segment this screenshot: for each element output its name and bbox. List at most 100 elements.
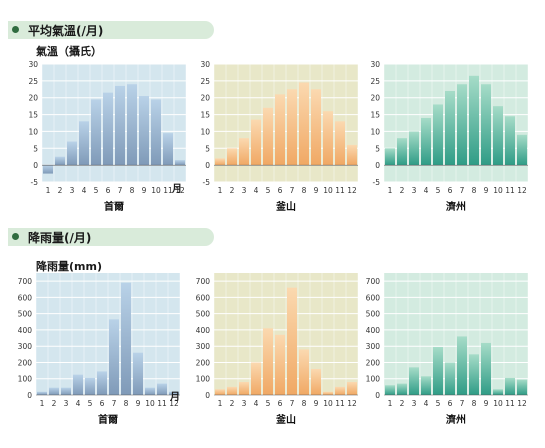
x-tick-label: 4 xyxy=(254,399,259,408)
x-tick-label: 3 xyxy=(242,399,247,408)
bar xyxy=(103,92,113,166)
y-tick-label: 100 xyxy=(196,375,211,384)
y-tick-label: 600 xyxy=(366,293,381,302)
bar xyxy=(323,111,333,166)
x-tick-label: 7 xyxy=(460,186,465,195)
x-tick-label: 10 xyxy=(151,186,161,195)
bar xyxy=(97,371,107,395)
x-tick-label: 12 xyxy=(347,186,357,195)
bar xyxy=(79,121,89,166)
bar xyxy=(421,117,431,166)
bar xyxy=(227,148,237,166)
x-tick-label: 9 xyxy=(484,399,489,408)
bar xyxy=(251,119,261,166)
bar xyxy=(287,89,297,166)
bar xyxy=(517,379,527,395)
x-tick-label: 2 xyxy=(52,399,57,408)
x-tick-label: 11 xyxy=(505,399,515,408)
bar xyxy=(445,90,455,166)
bar xyxy=(91,99,101,166)
y-tick-label: 500 xyxy=(18,310,33,319)
x-tick-label: 5 xyxy=(94,186,99,195)
city-label: 濟州 xyxy=(446,200,466,213)
precipitation-section-header: 降雨量(/月) xyxy=(8,228,214,246)
bar xyxy=(311,368,321,395)
bar xyxy=(517,134,527,166)
y-tick-label: 0 xyxy=(205,391,210,400)
x-tick-label: 9 xyxy=(314,399,319,408)
x-tick-label: 3 xyxy=(70,186,75,195)
bar xyxy=(457,336,467,395)
bar xyxy=(385,385,395,395)
x-tick-label: 2 xyxy=(230,399,235,408)
bar xyxy=(481,342,491,395)
y-tick-label: 400 xyxy=(18,326,33,335)
bar xyxy=(151,99,161,166)
x-tick-label: 5 xyxy=(436,186,441,195)
bar xyxy=(311,89,321,166)
x-tick-label: 2 xyxy=(400,186,405,195)
bar xyxy=(335,121,345,166)
bar xyxy=(215,389,225,395)
precipitation-section-title: 降雨量(/月) xyxy=(28,231,92,245)
x-tick-label: 6 xyxy=(278,186,283,195)
x-tick-label: 8 xyxy=(472,399,477,408)
x-tick-label: 1 xyxy=(218,399,223,408)
bar xyxy=(67,141,77,166)
bar xyxy=(239,138,249,166)
x-tick-label: 10 xyxy=(145,399,155,408)
city-label: 釜山 xyxy=(275,200,296,213)
bar xyxy=(73,374,83,395)
x-tick-label: 12 xyxy=(347,399,357,408)
bar xyxy=(275,334,285,395)
y-tick-label: 20 xyxy=(28,94,38,103)
x-tick-label: 10 xyxy=(323,186,333,195)
y-tick-label: 10 xyxy=(28,127,38,136)
y-tick-label: 400 xyxy=(196,326,211,335)
bar xyxy=(251,362,261,395)
x-tick-label: 9 xyxy=(136,399,141,408)
bar xyxy=(409,131,419,166)
x-tick-label: 5 xyxy=(266,399,271,408)
y-tick-label: 600 xyxy=(18,293,33,302)
y-tick-label: 0 xyxy=(33,161,38,170)
y-tick-label: 700 xyxy=(196,277,211,286)
bar xyxy=(215,158,225,166)
x-tick-label: 4 xyxy=(254,186,259,195)
bar xyxy=(505,377,515,395)
y-tick-label: 30 xyxy=(200,60,210,69)
x-tick-label: 12 xyxy=(517,186,527,195)
y-tick-label: 25 xyxy=(28,77,38,86)
bar xyxy=(175,160,185,166)
bar xyxy=(433,347,443,395)
y-tick-label: -5 xyxy=(373,178,381,187)
bar xyxy=(121,282,131,395)
x-tick-label: 1 xyxy=(218,186,223,195)
bar xyxy=(85,377,95,395)
temperature-section-title: 平均氣溫(/月) xyxy=(28,24,104,38)
x-tick-label: 7 xyxy=(290,399,295,408)
bar xyxy=(493,389,503,395)
precipitation-month-label: 月 xyxy=(170,392,180,403)
bar xyxy=(433,104,443,166)
x-tick-label: 7 xyxy=(112,399,117,408)
x-tick-label: 3 xyxy=(242,186,247,195)
bar xyxy=(421,376,431,395)
bar xyxy=(43,165,53,174)
x-tick-label: 9 xyxy=(314,186,319,195)
city-label: 釜山 xyxy=(275,413,296,426)
bar xyxy=(299,82,309,166)
y-tick-label: -5 xyxy=(203,178,211,187)
y-tick-label: 30 xyxy=(28,60,38,69)
x-tick-label: 7 xyxy=(118,186,123,195)
bar xyxy=(139,96,149,166)
x-tick-label: 12 xyxy=(169,399,179,408)
y-tick-label: 300 xyxy=(18,342,33,351)
x-tick-label: 3 xyxy=(412,399,417,408)
y-tick-label: 100 xyxy=(18,375,33,384)
bar xyxy=(469,354,479,395)
bar xyxy=(133,352,143,395)
